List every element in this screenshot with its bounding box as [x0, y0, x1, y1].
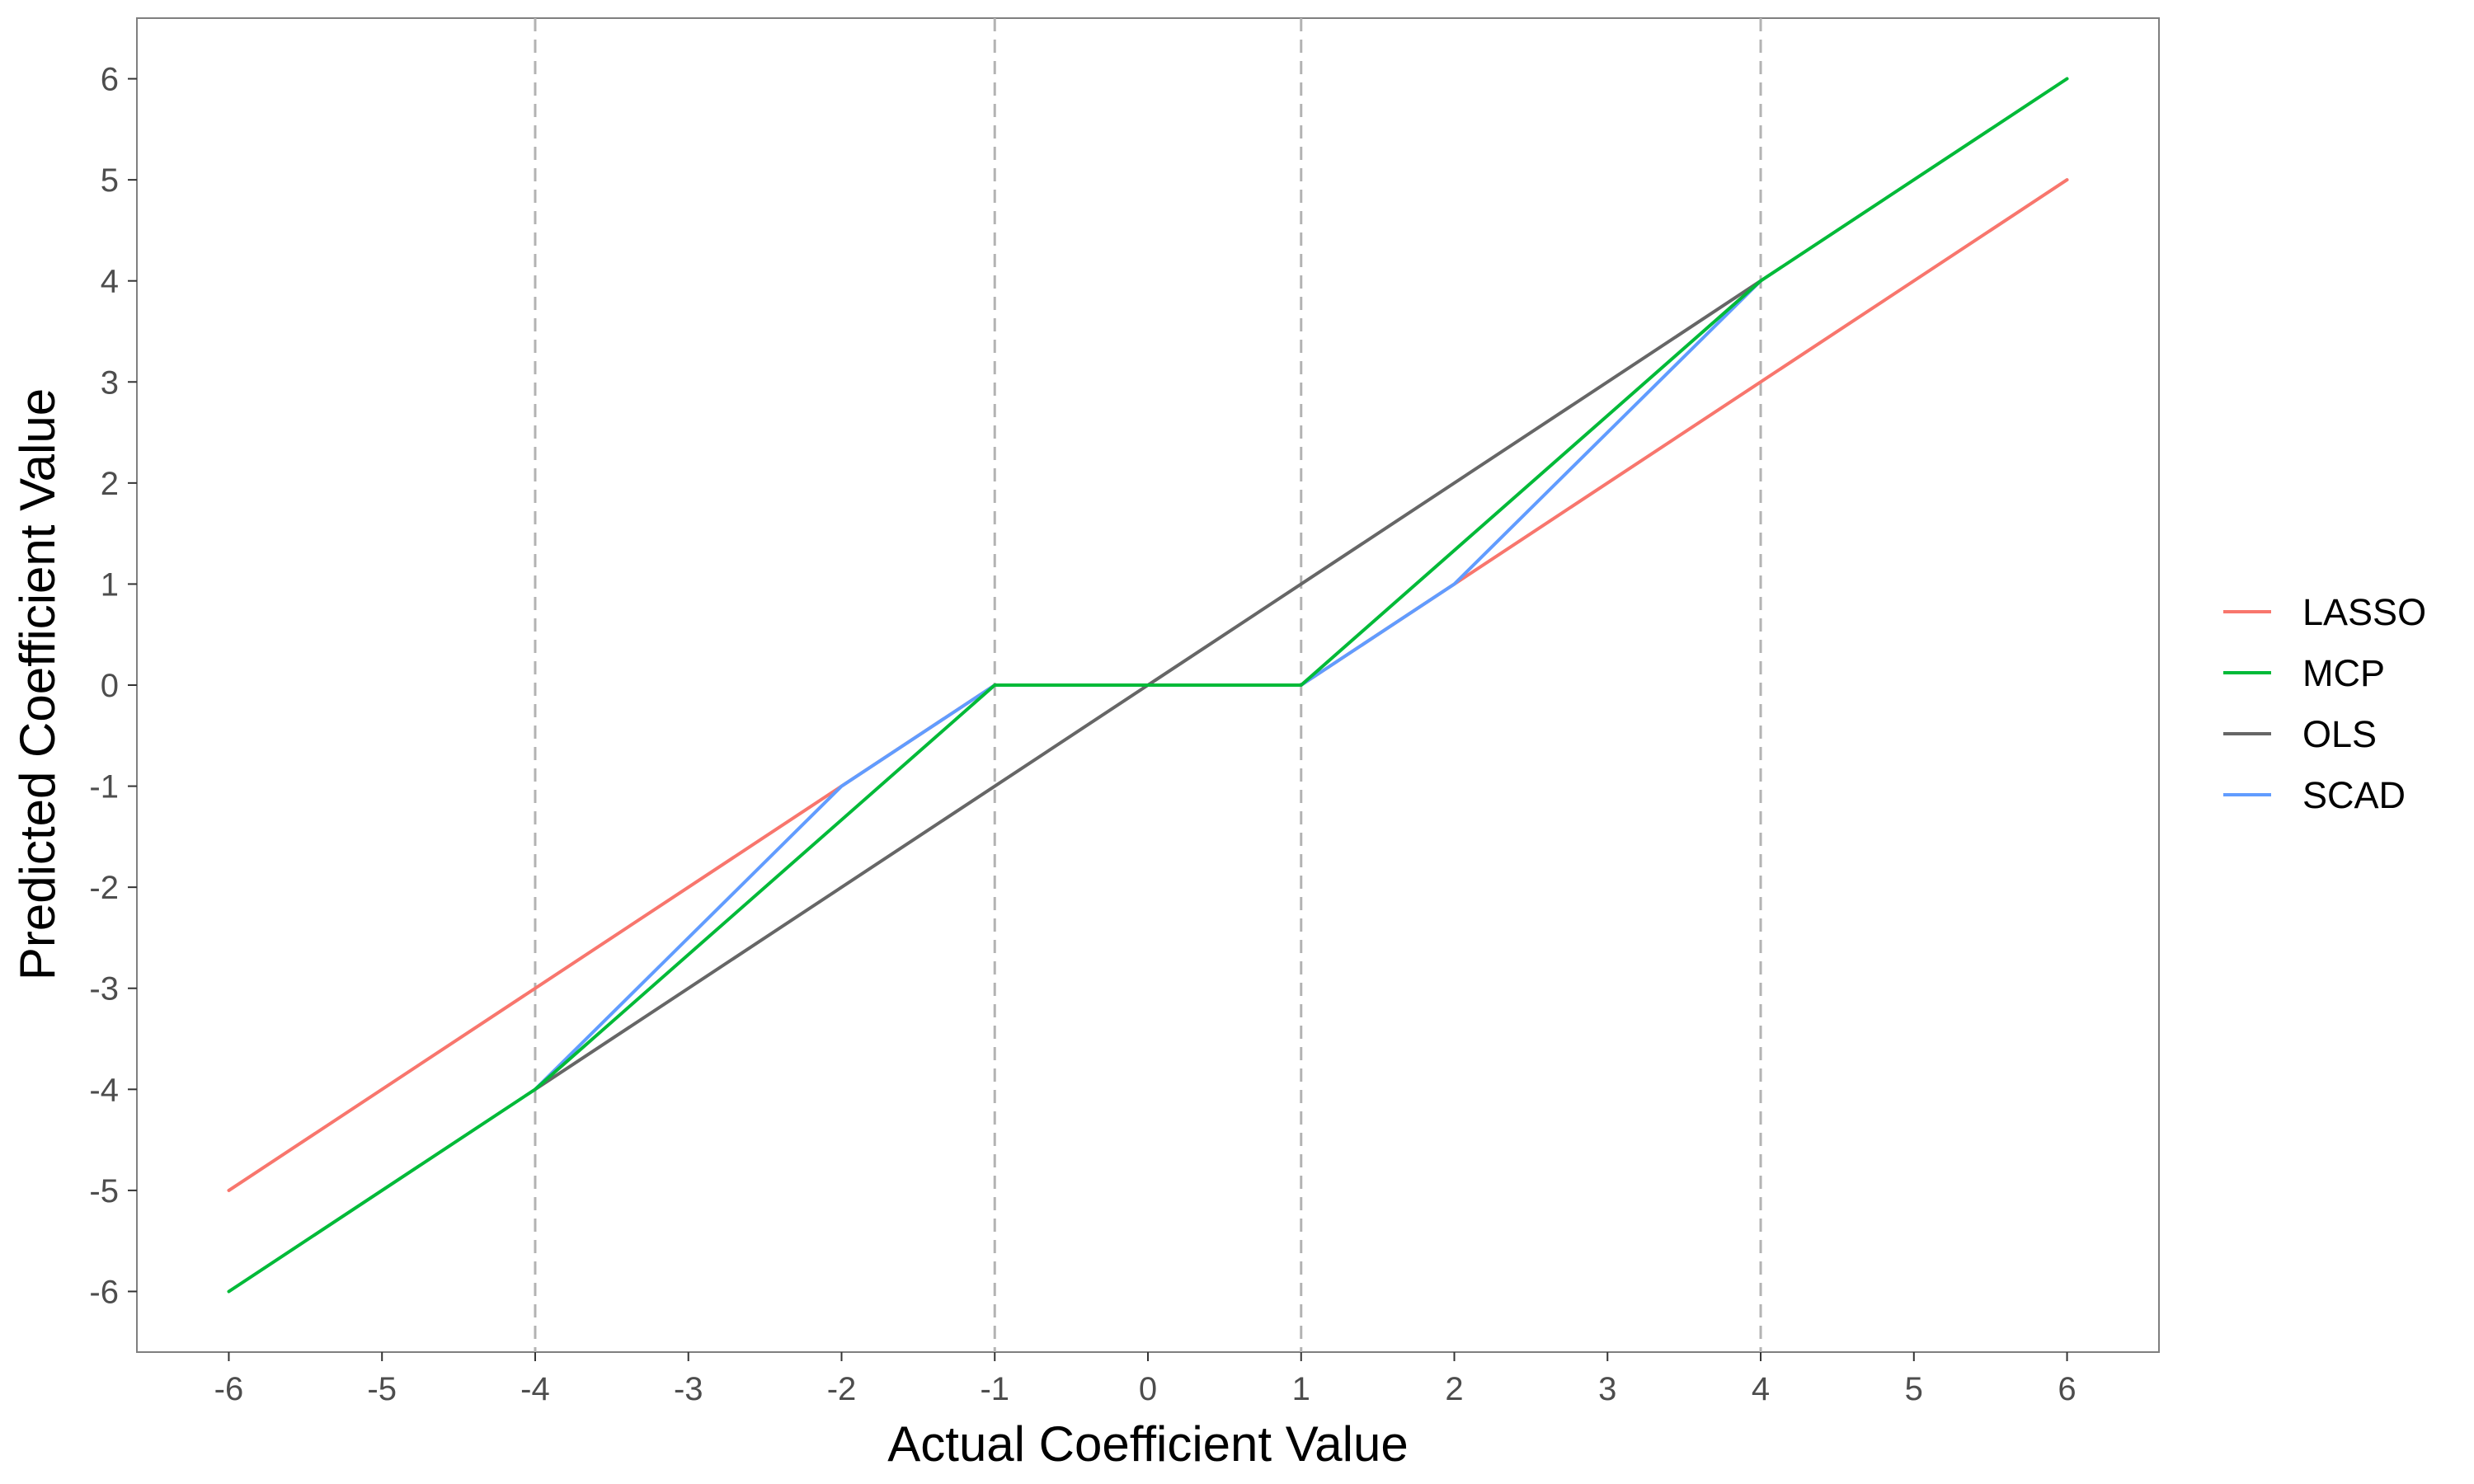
- y-tick-label: 6: [101, 62, 119, 98]
- x-axis: -6 -5 -4 -3 -2 -1 0 1 2 3 4 5 6: [214, 1352, 2077, 1407]
- y-axis: -6 -5 -4 -3 -2 -1 0 1 2 3 4 5 6: [89, 62, 137, 1310]
- y-tick-label: 1: [101, 566, 119, 603]
- x-tick-label: 5: [1905, 1371, 1923, 1407]
- x-tick-label: 0: [1139, 1371, 1157, 1407]
- y-tick-label: 2: [101, 466, 119, 502]
- x-axis-title: Actual Coefficient Value: [887, 1416, 1409, 1472]
- y-axis-title: Predicted Coefficient Value: [10, 388, 65, 980]
- y-tick-label: 3: [101, 364, 119, 401]
- x-tick-label: 4: [1752, 1371, 1770, 1407]
- x-tick-label: -3: [674, 1371, 703, 1407]
- legend-label-scad: SCAD: [2302, 774, 2406, 816]
- legend-label-mcp: MCP: [2302, 652, 2385, 694]
- legend: LASSO MCP OLS SCAD: [2223, 591, 2426, 816]
- x-tick-label: -4: [520, 1371, 550, 1407]
- series-line-mcp: [227, 77, 2069, 1294]
- x-tick-label: 1: [1292, 1371, 1310, 1407]
- legend-label-lasso: LASSO: [2302, 591, 2426, 633]
- x-tick-label: -1: [980, 1371, 1009, 1407]
- y-tick-label: 0: [101, 668, 119, 704]
- y-tick-label: -2: [89, 870, 119, 906]
- y-tick-label: -1: [89, 769, 119, 805]
- x-tick-label: 2: [1445, 1371, 1463, 1407]
- legend-label-ols: OLS: [2302, 713, 2377, 755]
- y-tick-label: -4: [89, 1072, 119, 1108]
- y-tick-label: -6: [89, 1274, 119, 1310]
- x-tick-label: -2: [827, 1371, 857, 1407]
- y-tick-label: -5: [89, 1173, 119, 1209]
- y-tick-label: -3: [89, 971, 119, 1007]
- x-tick-label: 3: [1598, 1371, 1616, 1407]
- x-tick-label: -6: [214, 1371, 244, 1407]
- x-tick-label: 6: [2058, 1371, 2076, 1407]
- y-tick-label: 5: [101, 162, 119, 199]
- y-tick-label: 4: [101, 264, 119, 300]
- x-tick-label: -5: [367, 1371, 397, 1407]
